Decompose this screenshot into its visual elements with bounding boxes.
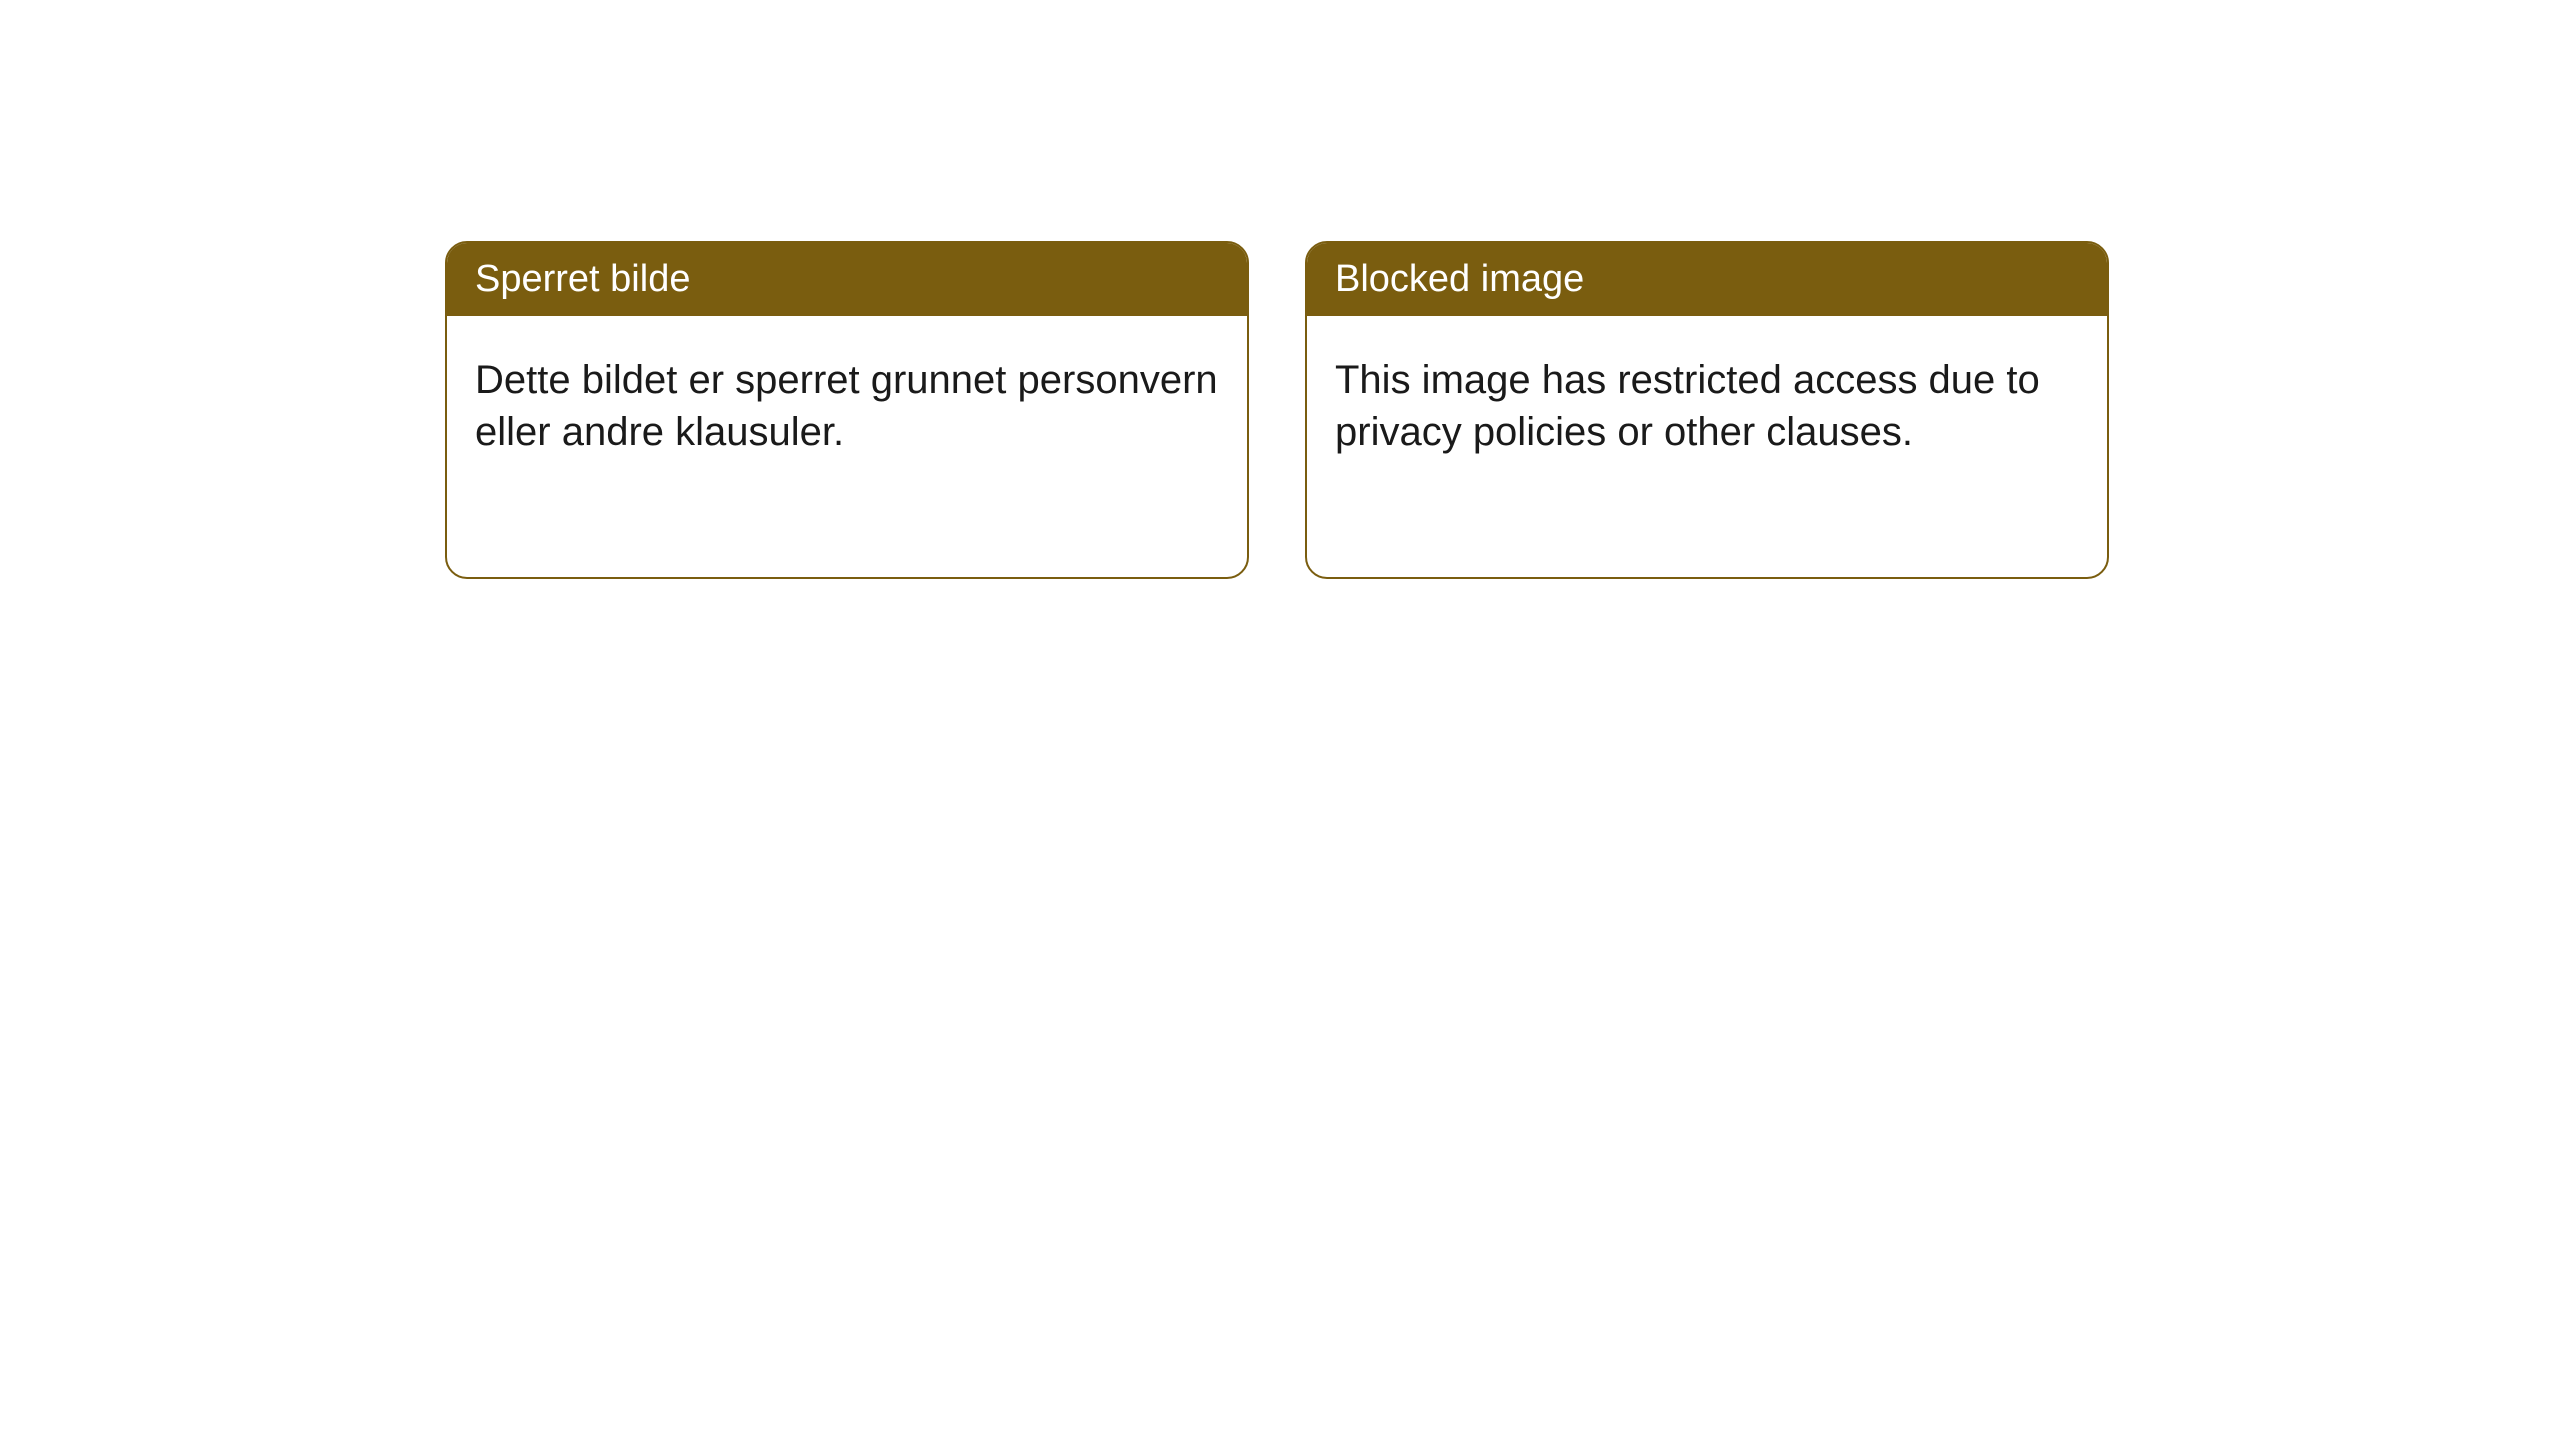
card-body: Dette bildet er sperret grunnet personve…: [447, 316, 1247, 496]
card-header: Blocked image: [1307, 243, 2107, 316]
card-title: Blocked image: [1335, 258, 1584, 300]
notice-container: Sperret bilde Dette bildet er sperret gr…: [0, 0, 2560, 579]
notice-card-english: Blocked image This image has restricted …: [1305, 241, 2109, 579]
card-body: This image has restricted access due to …: [1307, 316, 2107, 496]
card-header: Sperret bilde: [447, 243, 1247, 316]
card-message: This image has restricted access due to …: [1335, 358, 2040, 454]
card-title: Sperret bilde: [475, 258, 690, 300]
card-message: Dette bildet er sperret grunnet personve…: [475, 358, 1218, 454]
notice-card-norwegian: Sperret bilde Dette bildet er sperret gr…: [445, 241, 1249, 579]
